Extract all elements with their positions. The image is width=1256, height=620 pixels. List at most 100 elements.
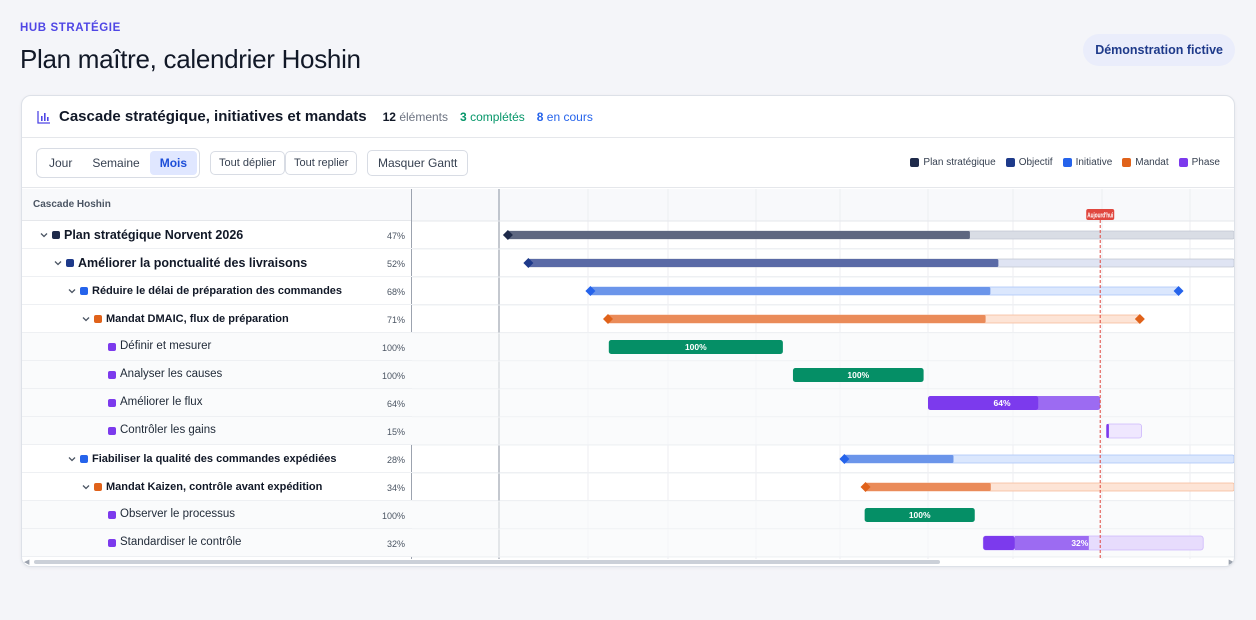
scroll-thumb[interactable] <box>34 560 940 564</box>
legend-item: Phase <box>1178 157 1220 168</box>
legend-swatch <box>1005 158 1015 167</box>
tree-row-percent: 52% <box>386 259 405 269</box>
legend-label: Mandat <box>1135 157 1169 168</box>
tree-row-percent: 32% <box>386 539 405 549</box>
legend-item: Initiative <box>1062 157 1112 168</box>
scroll-right-icon[interactable]: ▶ <box>1228 559 1234 566</box>
tree-row-cell: Mandat Kaizen, contrôle avant expédition… <box>22 473 411 501</box>
phase-bar-label: 100% <box>847 370 869 380</box>
phase-node-icon <box>108 399 116 407</box>
phase-bar-complete[interactable] <box>608 340 783 354</box>
mandate-node-icon <box>94 483 102 491</box>
tree-row-percent: 100% <box>381 511 405 521</box>
tree-row-label: Mandat Kaizen, contrôle avant expédition <box>106 481 323 493</box>
tree-row-percent: 64% <box>386 399 405 409</box>
chevron-down-icon[interactable] <box>80 313 92 325</box>
phase-node-icon <box>108 511 116 519</box>
stat-in-progress: 8 en cours <box>537 110 593 124</box>
mandate-bar-progress <box>865 483 991 491</box>
gantt-row-band <box>412 501 1234 529</box>
legend-swatch <box>1122 158 1132 167</box>
phase-bar-complete[interactable] <box>792 368 924 382</box>
legend-item: Plan stratégique <box>910 157 996 168</box>
collapse-all-button[interactable]: Tout replier <box>285 151 358 175</box>
tree-row-cell: Réduire le délai de préparation des comm… <box>22 277 411 305</box>
card-header: Cascade stratégique, initiatives et mand… <box>22 96 1234 138</box>
legend-label: Phase <box>1191 157 1220 168</box>
gantt-chart: 100% 100% 64% 100% 32% Aujourd'hui <box>412 189 1234 559</box>
tree-row-label: Mandat DMAIC, flux de préparation <box>106 313 289 325</box>
view-switcher: Jour Semaine Mois <box>36 148 201 178</box>
hide-gantt-button[interactable]: Masquer Gantt <box>367 150 469 176</box>
chevron-down-icon[interactable] <box>38 229 50 241</box>
demo-badge: Démonstration fictive <box>1083 34 1235 66</box>
tree-row-percent: 100% <box>381 343 405 353</box>
plan-bar-progress <box>507 231 970 239</box>
legend-swatch <box>1178 158 1188 167</box>
chevron-down-icon[interactable] <box>66 453 78 465</box>
tree-row-percent: 71% <box>386 315 405 325</box>
chevron-down-icon[interactable] <box>52 257 64 269</box>
tree-row-cell: Améliorer le flux 64% <box>22 389 411 417</box>
tree-row-label: Fiabiliser la qualité des commandes expé… <box>92 453 337 465</box>
phase-node-icon <box>108 343 116 351</box>
tree-row-label: Observer le processus <box>120 508 236 520</box>
phase-bar-progress <box>983 536 1015 550</box>
tree-row-cell: Mandat DMAIC, flux de préparation 71% <box>22 305 411 333</box>
tree-row-cell: Fiabiliser la qualité des commandes expé… <box>22 445 411 473</box>
tree-row-cell: Contrôler les gains 15% <box>22 417 411 445</box>
expand-all-button[interactable]: Tout déplier <box>210 151 285 175</box>
initiative-bar-progress <box>844 455 954 463</box>
phase-bar-label: 64% <box>994 398 1011 408</box>
phase-bar-progress-soft <box>1014 536 1089 550</box>
bar-chart-icon <box>37 110 50 124</box>
initiative-bar-progress <box>590 287 991 295</box>
horizontal-scrollbar[interactable]: ◀ ▶ <box>24 558 1234 566</box>
stat-completed-label: complétés <box>470 109 525 124</box>
legend: Plan stratégique Objectif Initiative Mandat… <box>900 157 1220 168</box>
phase-bar-progress <box>928 396 1039 410</box>
stat-in-progress-label: en cours <box>546 109 593 124</box>
tree-row-label: Améliorer le flux <box>120 396 203 408</box>
tree-row-label: Améliorer la ponctualité des livraisons <box>78 256 308 270</box>
end-milestone-icon <box>1173 286 1184 296</box>
toolbar: Jour Semaine Mois Tout déplier Tout repl… <box>22 138 1234 188</box>
tree-row-cell: Standardiser le contrôle 32% <box>22 529 411 557</box>
tree-row-percent: 34% <box>386 483 405 493</box>
mandate-bar-progress <box>608 315 986 323</box>
card-title: Cascade stratégique, initiatives et mand… <box>59 108 367 125</box>
legend-label: Objectif <box>1018 157 1053 168</box>
phase-bar-progress <box>1106 424 1109 438</box>
phase-bar[interactable] <box>1106 423 1143 439</box>
stat-completed-count: 3 <box>460 109 467 124</box>
view-month-button[interactable]: Mois <box>149 151 198 175</box>
phase-bar-label: 100% <box>685 342 707 352</box>
stat-total: 12 éléments <box>383 110 448 124</box>
initiative-node-icon <box>80 455 88 463</box>
chevron-down-icon[interactable] <box>80 481 92 493</box>
phase-node-icon <box>108 371 116 379</box>
phase-node-icon <box>108 539 116 547</box>
tree-row-label: Standardiser le contrôle <box>120 536 242 548</box>
objective-bar-progress <box>528 259 999 267</box>
phase-bar-complete[interactable] <box>864 508 975 522</box>
tree-row-percent: 15% <box>386 427 405 437</box>
gantt-row-band <box>412 417 1234 445</box>
tree-row-cell: Observer le processus 100% <box>22 501 411 529</box>
view-week-button[interactable]: Semaine <box>92 156 140 170</box>
scroll-left-icon[interactable]: ◀ <box>24 559 30 566</box>
tree-row-cell: Plan stratégique Norvent 2026 47% <box>22 221 411 249</box>
eyebrow-label: HUB STRATÉGIE <box>20 22 121 34</box>
stat-total-label: éléments <box>399 109 449 124</box>
legend-label: Plan stratégique <box>923 157 996 168</box>
mandate-node-icon <box>94 315 102 323</box>
chevron-down-icon[interactable] <box>66 285 78 297</box>
phase-bar-label: 32% <box>1071 538 1088 548</box>
column-title: Cascade Hoshin <box>33 199 111 210</box>
tree-row-label: Définir et mesurer <box>120 340 212 352</box>
start-milestone-icon <box>839 454 850 464</box>
gantt-row-band <box>412 389 1234 417</box>
tree-row-label: Réduire le délai de préparation des comm… <box>92 285 343 297</box>
tree-row-cell: Analyser les causes 100% <box>22 361 411 389</box>
view-day-button[interactable]: Jour <box>49 156 73 170</box>
